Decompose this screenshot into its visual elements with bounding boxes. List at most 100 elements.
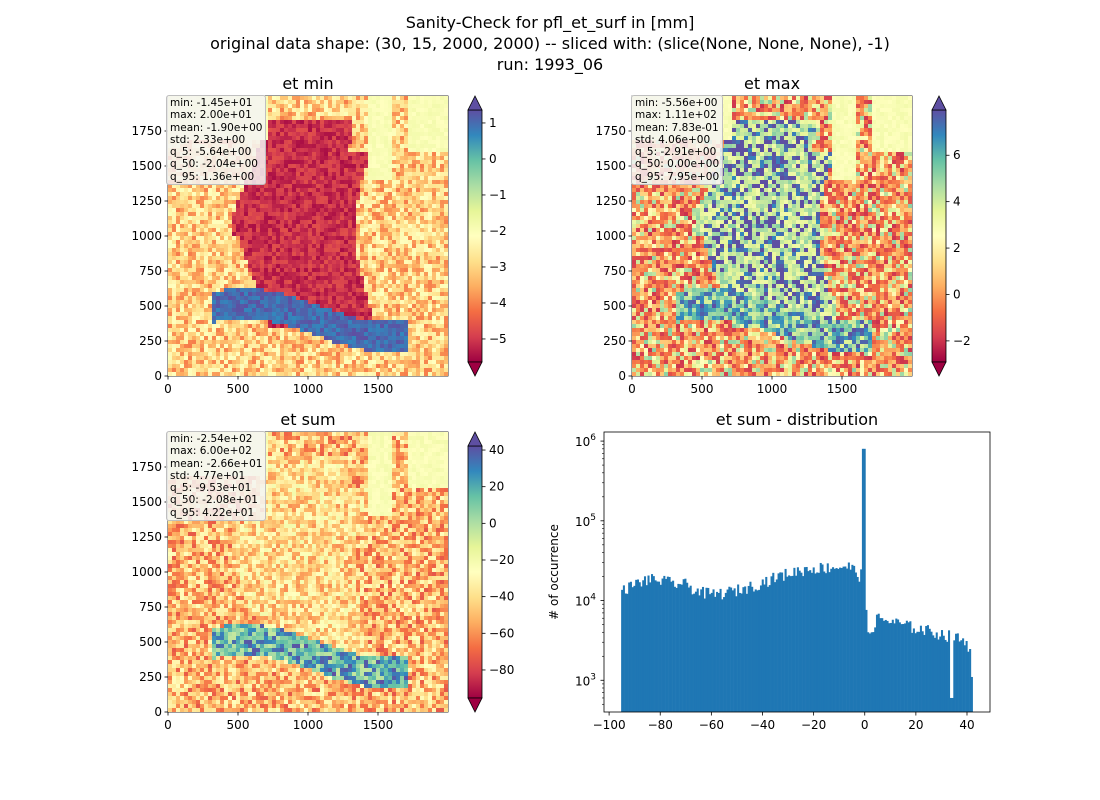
histogram-bar (837, 568, 840, 712)
histogram-bar (958, 641, 961, 712)
histogram-bar (624, 593, 627, 712)
colorbar-tick-label: 0 (489, 152, 497, 166)
histogram-bar (640, 586, 643, 712)
y-tick-label: 0 (154, 369, 162, 383)
histogram-bar (877, 613, 880, 712)
histogram-bar (803, 567, 806, 712)
histogram-bar (626, 593, 629, 712)
histogram-bar (784, 568, 787, 712)
colorbar-et-sum: 40 20 0 −20 −40 −60 −80 (467, 431, 514, 713)
histogram-bar (881, 618, 884, 712)
histogram-bar (775, 579, 778, 712)
histogram-bar (770, 576, 773, 712)
histogram-bar (701, 586, 705, 712)
y-tick-label: 0 (154, 705, 162, 719)
histogram-bar (691, 594, 694, 712)
y-tick-label: 1500 (131, 159, 162, 173)
histogram-bar (888, 623, 891, 712)
histogram-bar (647, 575, 650, 712)
histogram-bar (716, 591, 719, 712)
histogram-bar (902, 623, 905, 712)
histogram-bar (795, 575, 798, 712)
histogram-bar (686, 582, 689, 712)
histogram-bar (712, 589, 715, 712)
histogram-bar (677, 583, 680, 712)
y-axis-label: # of occurrence (547, 524, 561, 620)
histogram-bar (824, 573, 828, 712)
histogram-bar (738, 592, 741, 712)
histogram-bar (814, 573, 817, 712)
y-tick-label: 1000 (131, 565, 162, 579)
colorbar-extend-bottom (467, 697, 483, 713)
histogram-bar (717, 592, 720, 712)
colorbar-tick-label: 20 (489, 480, 504, 494)
histogram-bar (682, 579, 685, 712)
histogram-bar (680, 584, 683, 712)
histogram-bar (774, 582, 777, 712)
histogram-bar (916, 631, 919, 712)
suptitle-line-2: original data shape: (30, 15, 2000, 2000… (210, 34, 890, 53)
histogram-bar (926, 625, 929, 712)
histogram-bar (749, 581, 752, 712)
histogram-bar (907, 622, 910, 712)
histogram-bar (744, 586, 747, 712)
histogram-bar (696, 588, 699, 712)
colorbar-tick-label: 0 (953, 287, 961, 301)
histogram-bar (900, 624, 903, 712)
histogram-bar (788, 575, 791, 712)
histogram-bar (670, 581, 673, 712)
colorbar-tick-label: −5 (489, 332, 507, 346)
histogram-bar (854, 572, 857, 712)
histogram-bar (781, 572, 784, 712)
colorbar-tick-label: −60 (489, 626, 514, 640)
histogram-bar (865, 609, 868, 712)
histogram-bar (765, 576, 768, 712)
x-tick-label: −40 (750, 718, 775, 732)
histogram-bar (793, 567, 796, 712)
histogram-bar (663, 575, 666, 712)
histogram-bar (846, 568, 849, 712)
histogram-bar (772, 572, 775, 712)
histogram-bar (933, 637, 937, 712)
y-tick-label: 1000 (131, 229, 162, 243)
colorbar-tick-label: 0 (489, 516, 497, 530)
histogram-bar (636, 579, 640, 712)
chart-title: et sum - distribution (716, 410, 878, 429)
colorbar-extend-top (931, 95, 947, 111)
histogram-bar (937, 639, 940, 712)
x-tick-label: 1500 (363, 382, 394, 396)
histogram-bar (807, 571, 810, 712)
y-tick-label: 0 (618, 369, 626, 383)
y-tick-label: 1500 (131, 495, 162, 509)
colorbar-tick-label: 1 (489, 116, 497, 130)
histogram-bar (872, 632, 875, 712)
histogram-bar (707, 587, 710, 712)
histogram-bar (672, 580, 675, 712)
histogram-bar (723, 597, 726, 712)
histogram-bar (800, 572, 803, 712)
histogram-bar (817, 572, 821, 712)
histogram-bar (856, 576, 859, 712)
x-tick-label: −100 (593, 718, 626, 732)
histogram-bar (918, 631, 921, 712)
histogram-bar (714, 596, 717, 712)
y-tick-label: 250 (139, 334, 162, 348)
histogram-bar (721, 599, 724, 712)
histogram-bar (956, 633, 959, 712)
histogram-bar (879, 618, 882, 712)
histogram-bar (962, 638, 965, 712)
y-tick-label: 1500 (595, 159, 626, 173)
colorbar-tick-label: −3 (489, 260, 507, 274)
histogram-bar (638, 582, 641, 712)
colorbar-tick-label: −1 (489, 188, 507, 202)
histogram-bar (768, 585, 771, 712)
histogram-bar (668, 576, 671, 712)
histogram-bar (665, 578, 668, 712)
histogram-bar (955, 633, 958, 712)
colorbar-extend-top (467, 95, 483, 111)
histogram-bar (747, 585, 750, 712)
histogram-bar (733, 588, 736, 712)
histogram-bar (951, 697, 954, 712)
y-tick-label: 250 (139, 670, 162, 684)
histogram-bar (809, 570, 812, 712)
